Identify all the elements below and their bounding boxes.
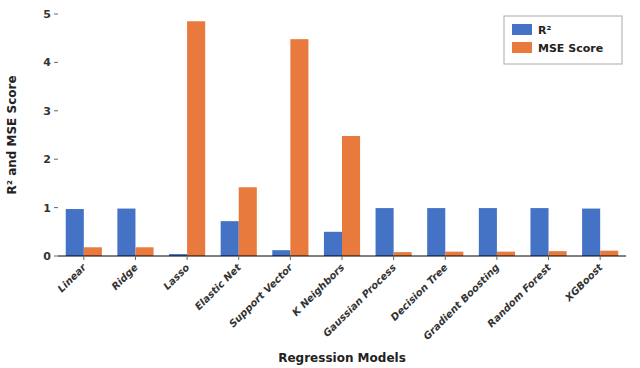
x-tick: [135, 256, 136, 260]
x-tick: [342, 256, 343, 260]
x-tick: [393, 256, 394, 260]
bar: [445, 252, 463, 256]
bar: [135, 247, 153, 256]
bar: [342, 136, 360, 256]
x-tick-label: Gradient Boosting: [421, 262, 501, 342]
bar: [376, 208, 394, 256]
legend-swatch: [512, 42, 532, 53]
x-tick: [496, 256, 497, 260]
legend-label: MSE Score: [538, 42, 603, 55]
y-tick-label: 5: [43, 8, 51, 21]
bar: [394, 252, 412, 256]
bar: [221, 221, 239, 256]
bar: [84, 247, 102, 256]
x-tick-label: K Neighbors: [290, 262, 347, 319]
x-tick-label: Support Vector: [227, 261, 296, 330]
x-tick: [445, 256, 446, 260]
bar: [427, 208, 445, 256]
bar: [497, 252, 515, 256]
x-tick-label: Lasso: [161, 262, 191, 292]
bar: [324, 232, 342, 256]
y-tick: [54, 110, 58, 111]
y-tick-label: 1: [43, 202, 51, 215]
x-tick: [83, 256, 84, 260]
bar: [582, 209, 600, 256]
x-tick-label: Random Forest: [485, 261, 554, 330]
y-tick: [54, 159, 58, 160]
y-tick-label: 3: [43, 105, 51, 118]
x-tick: [548, 256, 549, 260]
y-axis-label: R² and MSE Score: [5, 75, 19, 194]
bar: [549, 251, 567, 256]
x-tick-label: Elastic Net: [193, 261, 244, 312]
y-tick: [54, 207, 58, 208]
legend: R² MSE Score: [504, 16, 622, 64]
x-axis-label: Regression Models: [278, 351, 406, 365]
bar: [530, 208, 548, 256]
y-tick: [54, 62, 58, 63]
legend-swatch: [512, 24, 532, 35]
bar: [66, 209, 84, 256]
chart: 0 1 2 3 4 5 Linear Ridge LassoElastic NetSupport…: [0, 0, 640, 368]
bar: [187, 21, 205, 256]
x-tick-label: Linear: [55, 261, 89, 295]
bar: [117, 209, 135, 256]
bar: [479, 208, 497, 256]
x-tick-label: Ridge: [109, 261, 140, 292]
x-tick-label: XGBoost: [562, 261, 605, 304]
x-tick: [238, 256, 239, 260]
x-tick-label: Gaussian Process: [321, 262, 398, 339]
bar: [272, 250, 290, 256]
y-tick: [54, 14, 58, 15]
y-tick-label: 2: [43, 153, 51, 166]
y-tick-label: 0: [43, 250, 51, 263]
y-tick: [54, 256, 58, 257]
x-tick: [600, 256, 601, 260]
legend-frame: [504, 16, 622, 64]
legend-label: R²: [538, 24, 551, 37]
chart-container: 0 1 2 3 4 5 Linear Ridge LassoElastic NetSupport…: [0, 0, 640, 368]
bar: [239, 187, 257, 256]
x-tick: [187, 256, 188, 260]
bar: [600, 251, 618, 256]
y-tick-label: 4: [43, 56, 51, 69]
x-tick: [290, 256, 291, 260]
bar: [290, 39, 308, 256]
